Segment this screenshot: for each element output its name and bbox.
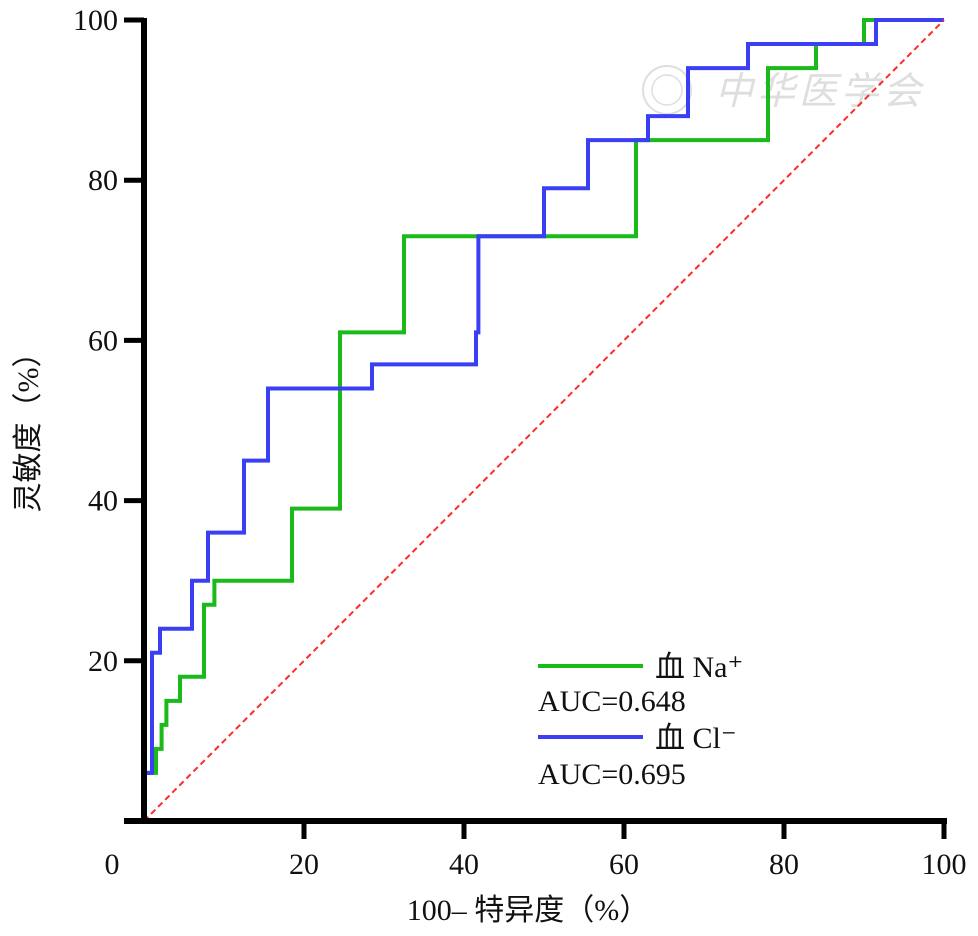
x-tick-label: 100 xyxy=(922,848,967,881)
auc-label-cl: AUC=0.695 xyxy=(538,758,686,791)
auc-label-na: AUC=0.648 xyxy=(538,685,686,718)
series-layer xyxy=(142,18,945,822)
ticks-layer: 0 20 40 60 80 100 20 40 60 80 100 xyxy=(73,4,967,881)
y-axis-title: 灵敏度（%） xyxy=(12,338,45,513)
watermark-text: 中华医学会 xyxy=(715,71,925,113)
x-tick-label: 80 xyxy=(769,848,799,881)
y-tick-label: 40 xyxy=(88,485,118,518)
y-tick-label: 100 xyxy=(73,4,118,37)
x-axis-title: 100– 特异度（%） xyxy=(407,894,650,927)
x-tick-label: 0 xyxy=(105,848,120,881)
legend-label-cl: 血 Cl⁻ xyxy=(655,722,737,755)
watermark-seal-icon xyxy=(642,65,692,115)
x-tick-label: 60 xyxy=(609,848,639,881)
x-tick-label: 40 xyxy=(449,848,479,881)
y-tick-label: 80 xyxy=(88,164,118,197)
y-tick-label: 20 xyxy=(88,645,118,678)
axes-layer xyxy=(124,18,947,824)
y-tick-label: 60 xyxy=(88,324,118,357)
legend: 血 Na⁺ AUC=0.648 血 Cl⁻ AUC=0.695 xyxy=(538,651,743,791)
watermark: 中华医学会 xyxy=(642,65,925,115)
watermark-seal-inner-icon xyxy=(651,74,683,106)
legend-label-na: 血 Na⁺ xyxy=(655,651,743,684)
reference-diagonal-line xyxy=(143,19,945,822)
roc-line-na xyxy=(142,18,944,821)
roc-line-cl xyxy=(142,18,944,821)
x-tick-label: 20 xyxy=(289,848,319,881)
